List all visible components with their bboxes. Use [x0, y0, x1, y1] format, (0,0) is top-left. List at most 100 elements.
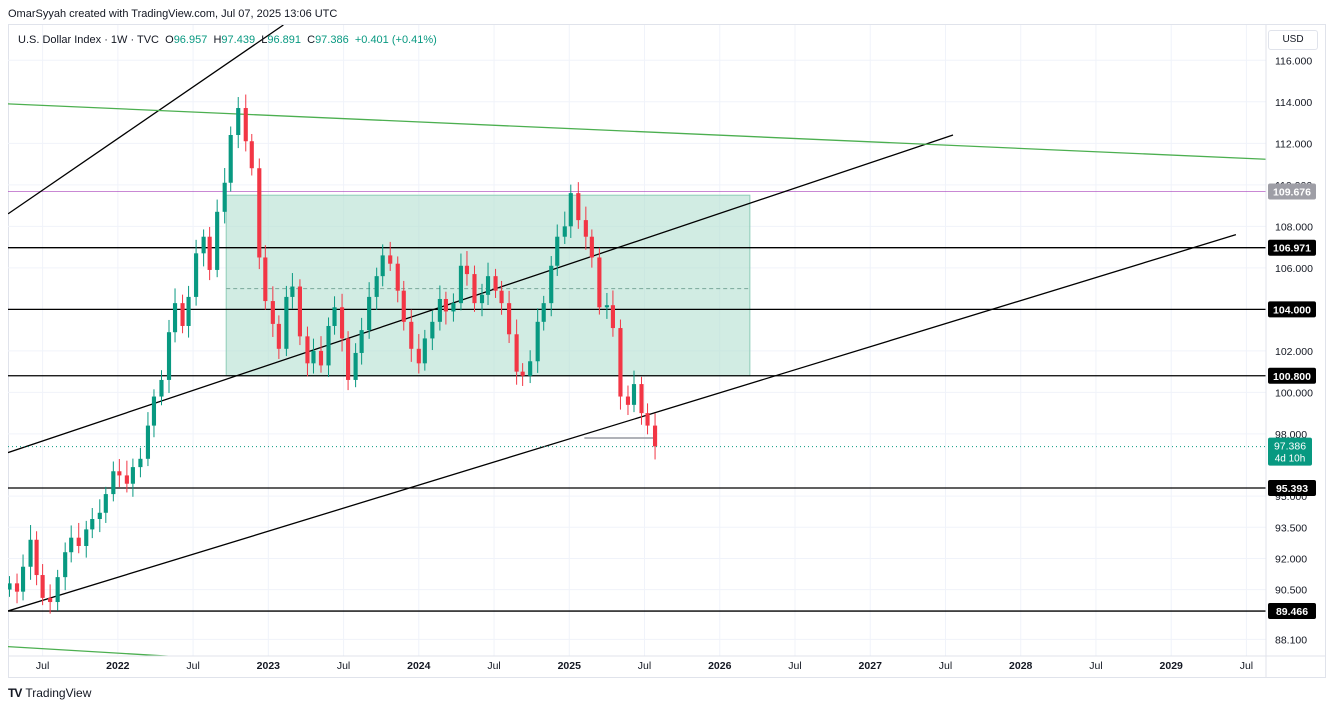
tradingview-brand: TradingView [25, 686, 92, 700]
level-label-text: 89.466 [1276, 606, 1308, 618]
candle-body [290, 286, 295, 297]
close-label: C [307, 34, 316, 46]
candle-body [215, 211, 220, 270]
candle-body [318, 350, 324, 366]
candle-body [297, 286, 302, 337]
candle-body [645, 413, 650, 426]
black-trend-line [8, 25, 284, 215]
candle-body [479, 294, 485, 304]
candle-body [55, 577, 60, 603]
candle-body [631, 384, 637, 405]
low-value: 96.891 [267, 34, 301, 46]
candle-body [610, 305, 615, 329]
candle-body [90, 519, 95, 530]
x-tick-label: Jul [638, 660, 651, 672]
candle-body [472, 274, 477, 304]
candle-body [311, 350, 316, 364]
candle-body [555, 236, 560, 266]
candle-body [228, 135, 233, 183]
candle-body [535, 321, 540, 362]
x-tick-label: 2022 [106, 660, 130, 672]
candle-body [514, 334, 519, 372]
candle-body [597, 257, 602, 308]
candle-body [207, 236, 212, 270]
candle-body [422, 338, 427, 364]
high-label: H [213, 34, 222, 46]
candle-body [589, 236, 594, 258]
candle-body [416, 348, 421, 364]
level-label-text: 95.393 [1276, 483, 1308, 495]
candle-body [353, 352, 358, 380]
green-trend-line [8, 646, 177, 656]
x-tick-label: Jul [1240, 660, 1253, 672]
candle-body [222, 182, 227, 212]
candle-body [443, 298, 448, 312]
candle-body [409, 321, 414, 349]
candle-body [201, 236, 206, 254]
candle-body [34, 539, 39, 576]
y-tick-label: 102.000 [1275, 346, 1313, 358]
candle-body [172, 303, 178, 333]
level-label-text: 106.971 [1273, 243, 1311, 255]
candle-body [20, 566, 26, 592]
x-tick-label: 2027 [859, 660, 883, 672]
y-tick-label: 106.000 [1275, 263, 1313, 275]
level-label-box [1268, 367, 1316, 384]
candle-body [451, 303, 456, 312]
candle-body [180, 303, 185, 326]
candle-body [249, 141, 254, 169]
tradingview-footer[interactable]: TV TradingView [8, 686, 91, 700]
candle-body [430, 321, 435, 339]
x-tick-label: Jul [487, 660, 500, 672]
candle-body [359, 330, 364, 353]
x-tick-label: Jul [337, 660, 350, 672]
candle-body [257, 168, 262, 258]
x-tick-label: Jul [36, 660, 49, 672]
candle-body [618, 328, 623, 397]
candle-body [639, 384, 644, 414]
candle-body [263, 257, 268, 302]
y-tick-label: 90.500 [1275, 585, 1307, 597]
x-tick-label: Jul [1089, 660, 1102, 672]
green-trend-line [8, 103, 1266, 160]
candle-body [14, 583, 20, 592]
x-tick-label: 2028 [1009, 660, 1033, 672]
level-label-box [1268, 603, 1316, 620]
countdown-text: 4d 10h [1275, 454, 1306, 465]
candle-body [499, 290, 504, 304]
candle-body [124, 475, 129, 484]
candle-body [40, 575, 45, 598]
candle-body [145, 425, 151, 459]
symbol-legend: U.S. Dollar Index · 1W · TVC O96.957 H97… [18, 34, 437, 46]
candle-body [48, 597, 53, 603]
high-value: 97.439 [221, 34, 256, 46]
candle-body [367, 296, 372, 331]
low-label: L [261, 34, 268, 46]
candle-body [186, 296, 191, 326]
candle-body [326, 325, 331, 366]
currency-button[interactable]: USD [1268, 30, 1318, 50]
candle-body [507, 303, 512, 335]
candle-body [97, 512, 102, 520]
candle-body [346, 338, 351, 380]
y-tick-label: 93.500 [1275, 522, 1307, 534]
x-tick-label: Jul [939, 660, 952, 672]
x-tick-label: Jul [186, 660, 199, 672]
open-value: 96.957 [173, 34, 208, 46]
last-price-box [1268, 437, 1312, 466]
level-label-text: 100.800 [1273, 371, 1311, 383]
candle-body [138, 458, 143, 468]
candle-body [276, 323, 281, 349]
symbol-title[interactable]: U.S. Dollar Index · 1W · TVC [18, 34, 159, 46]
candle-body [305, 336, 310, 364]
candle-body [117, 471, 122, 476]
level-label-box [1268, 480, 1316, 497]
close-value: 97.386 [315, 34, 349, 46]
black-trend-line [8, 234, 1237, 612]
candle-body [236, 108, 241, 136]
candle-body [339, 307, 345, 339]
candle-body [28, 539, 33, 567]
candle-body [130, 467, 135, 484]
x-tick-label: 2026 [708, 660, 732, 672]
